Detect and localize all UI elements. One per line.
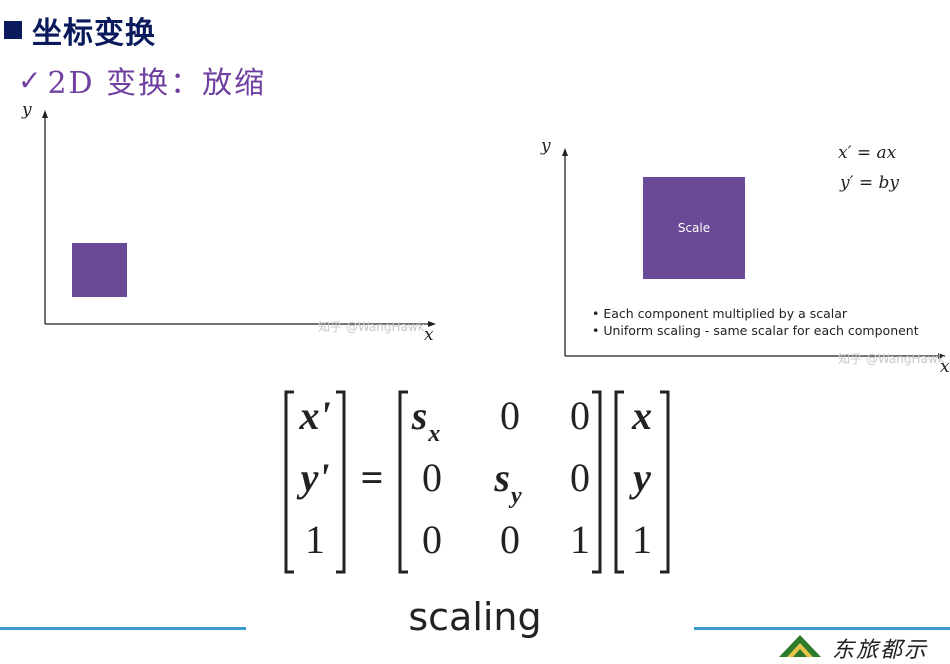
vector-one-left: 1: [305, 517, 325, 562]
title-text: 坐标变换: [32, 16, 156, 51]
slide-subtitle: ✓ 2D 变换：放缩: [18, 58, 266, 102]
school-logo-text: 东旅都示: [832, 638, 929, 663]
left-axes: [42, 110, 436, 327]
footer-line-right: [694, 627, 950, 630]
matrix-m21: 0: [422, 455, 442, 500]
vector-y: y: [633, 455, 651, 500]
slide-title: 坐标变换: [4, 8, 156, 52]
equation-x: x′ = ax: [838, 143, 897, 163]
matrix-m32: 0: [500, 517, 520, 562]
subtitle-text: 2D 变换：放缩: [47, 66, 267, 101]
left-unit-square: [72, 243, 127, 297]
vector-one-right: 1: [632, 517, 652, 562]
right-vector-brackets: [614, 390, 670, 574]
bullet-item-1: • Each component multiplied by a scalar: [592, 306, 848, 321]
equation-y: y′ = by: [840, 173, 900, 193]
matrix-brackets: [398, 390, 602, 574]
equals-sign: =: [360, 455, 384, 500]
title-bullet-square: [4, 21, 22, 39]
matrix-m31: 0: [422, 517, 442, 562]
right-axes: [562, 148, 946, 359]
right-watermark: 知乎 @WangHawk: [838, 352, 945, 366]
left-x-axis-label: x: [424, 325, 434, 345]
scaling-matrix-equation: x' y' 1 = sx 0 0 0 sy 0 0 0 1 x y 1: [280, 388, 680, 578]
matrix-sy: sy: [494, 455, 522, 509]
left-y-axis-label: y: [22, 100, 32, 120]
vector-y-prime: y': [300, 455, 330, 500]
school-logo-icon: [779, 635, 821, 657]
left-vector-brackets: [284, 390, 346, 574]
right-x-axis-label: x: [940, 357, 950, 377]
left-watermark: 知乎 @WangHawk: [318, 320, 425, 334]
vector-x-prime: x': [299, 393, 331, 438]
check-icon: ✓: [18, 63, 42, 97]
matrix-m23: 0: [570, 455, 590, 500]
matrix-m13: 0: [570, 393, 590, 438]
bullet-item-2: • Uniform scaling - same scalar for each…: [592, 323, 919, 338]
matrix-m12: 0: [500, 393, 520, 438]
right-scaled-square: Scale: [643, 177, 745, 279]
scaling-caption: scaling: [408, 595, 542, 639]
footer-line-left: [0, 627, 246, 630]
vector-x: x: [632, 393, 652, 438]
scale-label: Scale: [677, 221, 711, 235]
right-y-axis-label: y: [541, 136, 551, 156]
matrix-sx: sx: [411, 393, 441, 447]
matrix-m33: 1: [570, 517, 590, 562]
